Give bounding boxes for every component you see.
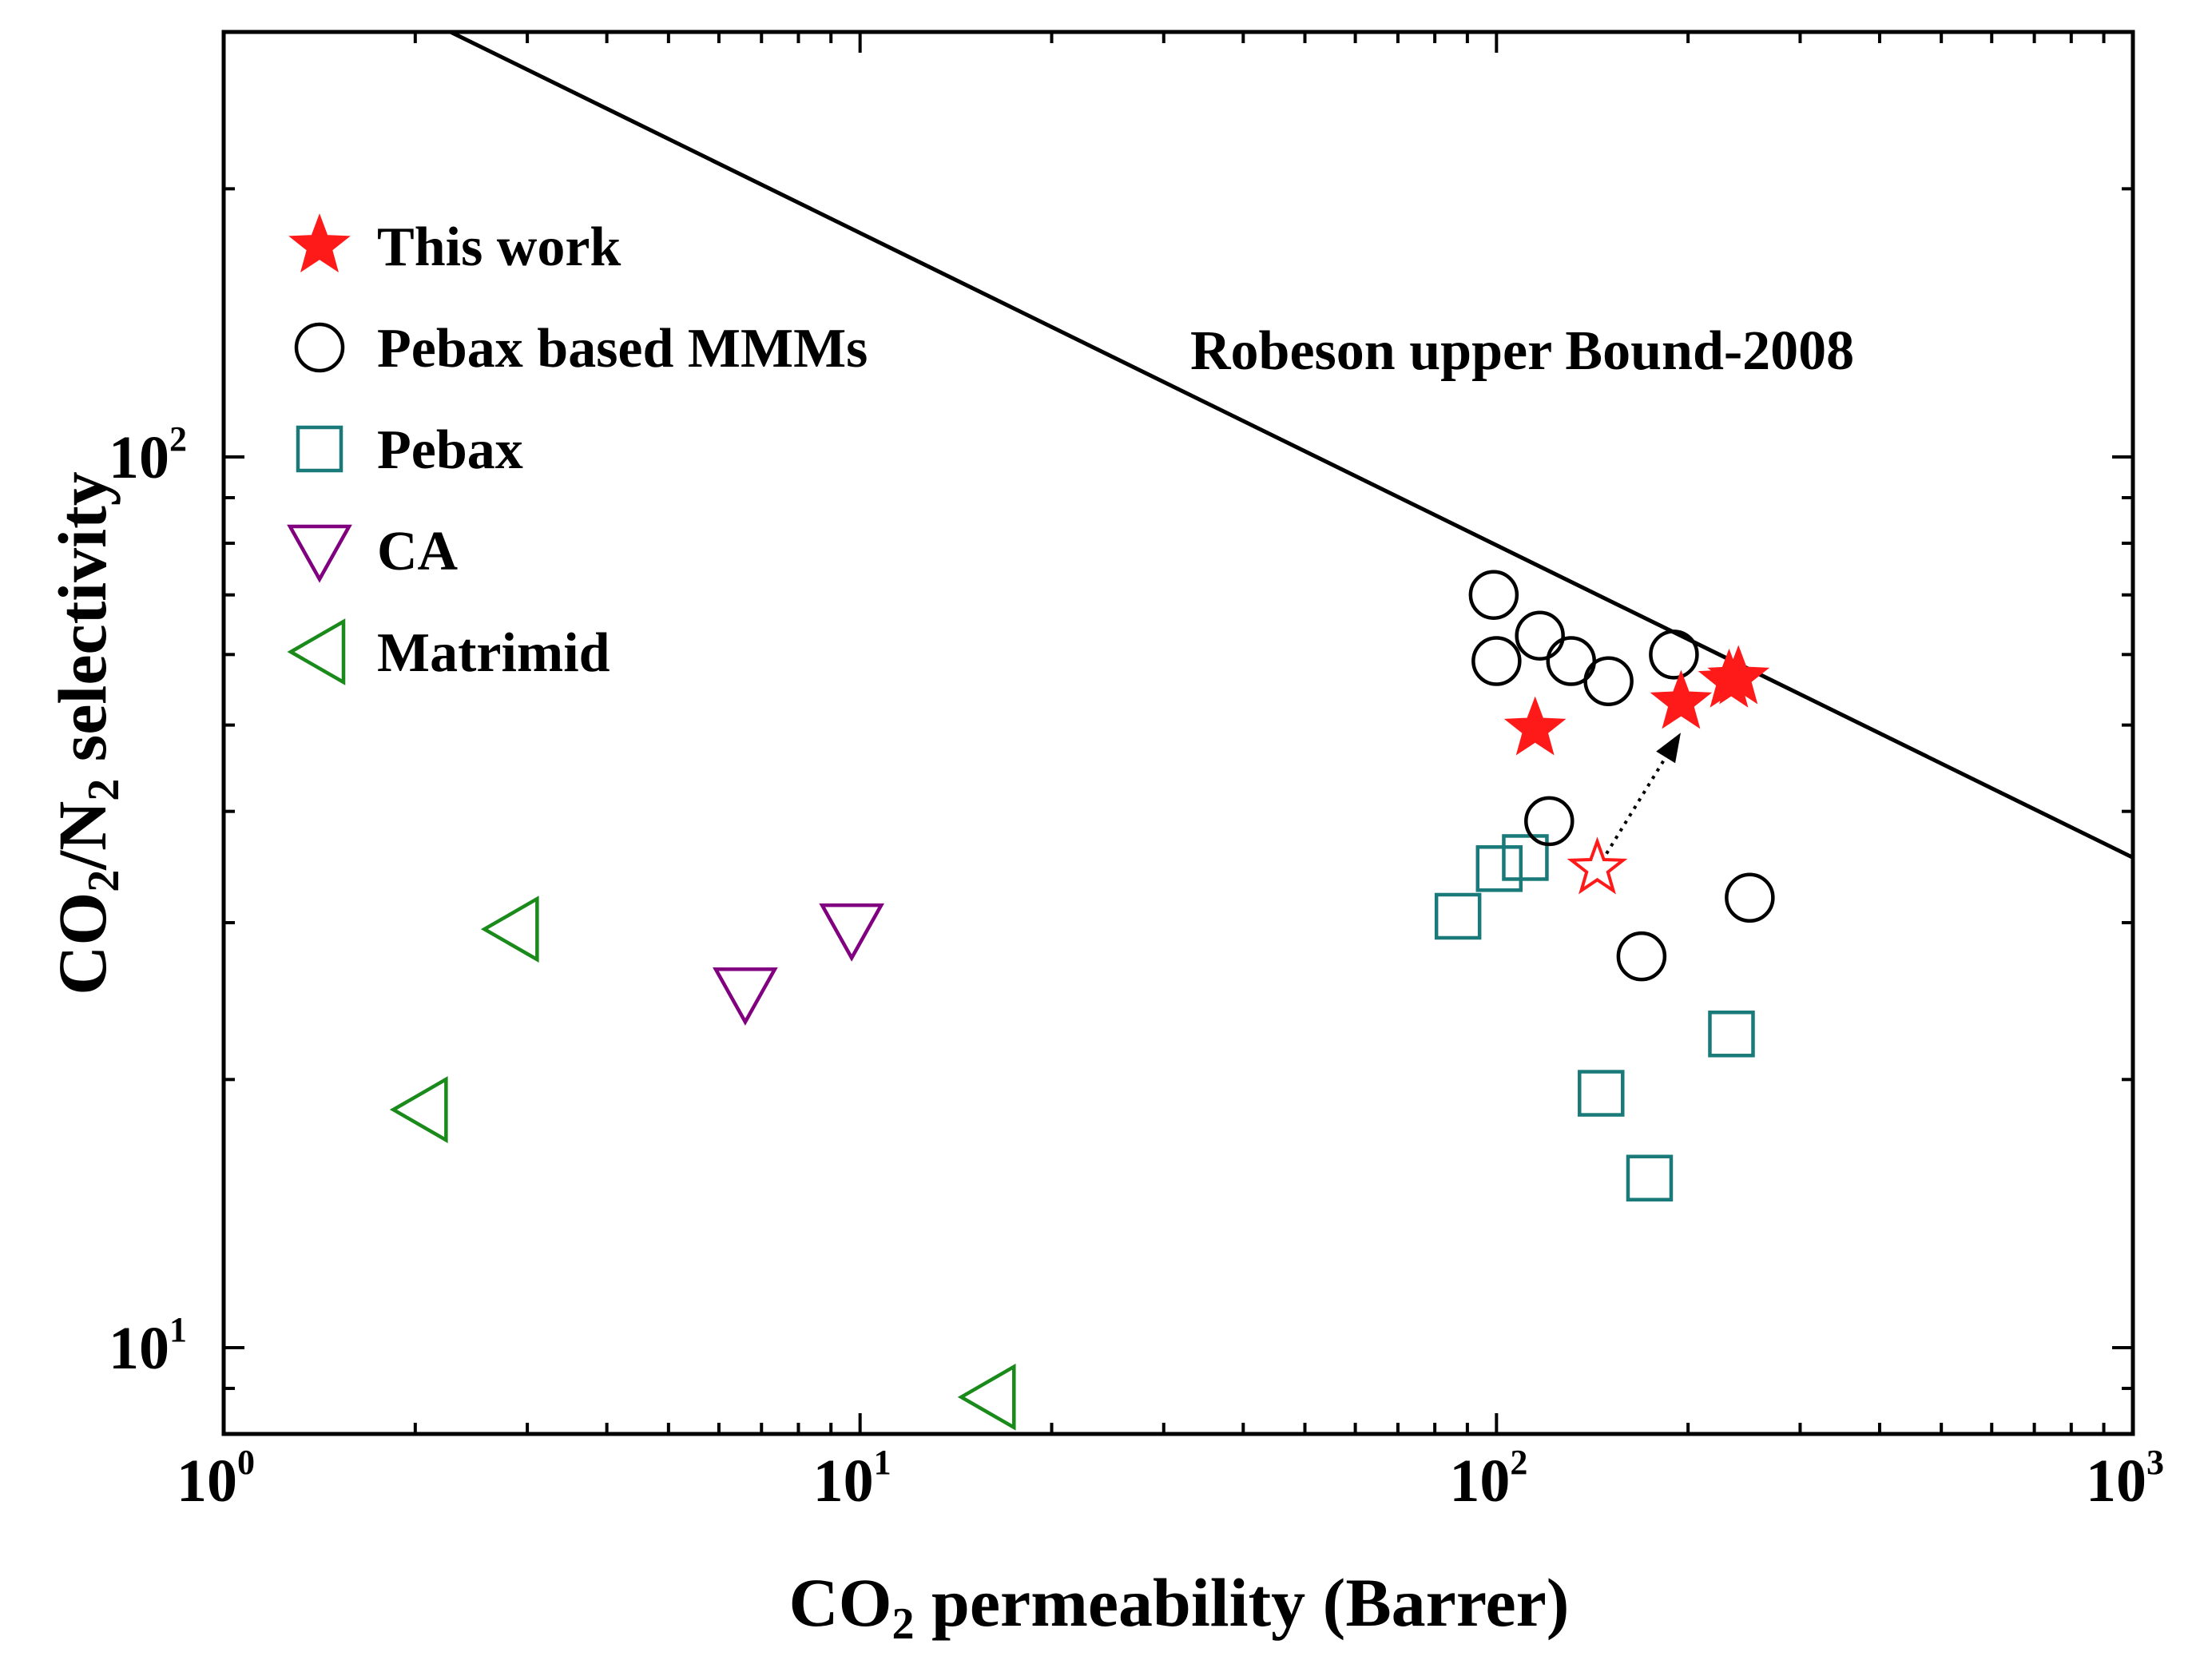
pebax-point bbox=[1475, 845, 1523, 892]
pebax-point bbox=[1708, 1011, 1755, 1058]
this-work-point bbox=[1650, 669, 1713, 729]
pebax-point bbox=[1502, 834, 1549, 881]
y-tick-label: 102 bbox=[109, 419, 187, 491]
pebax-based-mmms-point bbox=[1583, 656, 1634, 706]
pebax-based-mmms-point bbox=[1515, 610, 1565, 661]
robeson-upper-bound-line bbox=[446, 32, 2133, 860]
matrimid-point bbox=[957, 1363, 1016, 1431]
legend-item: This work bbox=[288, 213, 621, 278]
pebax-based-mmms-point bbox=[1471, 636, 1522, 686]
pebax-based-mmms-point bbox=[1524, 796, 1575, 847]
pebax-based-mmms-point bbox=[1616, 931, 1667, 982]
legend-label: Pebax bbox=[377, 419, 523, 481]
upper-bound-label: Robeson upper Bound-2008 bbox=[1190, 320, 1854, 382]
pebax-point bbox=[1434, 892, 1482, 940]
plot-frame bbox=[221, 30, 2135, 1436]
legend-marker-pebax bbox=[296, 425, 344, 473]
pebax-point bbox=[1626, 1154, 1674, 1201]
this-work-point bbox=[1503, 696, 1567, 756]
y-tick-label: 101 bbox=[109, 1310, 187, 1382]
legend-item: Matrimid bbox=[287, 618, 610, 685]
pebax-based-mmms-point bbox=[1468, 570, 1519, 620]
legend-item: Pebax bbox=[296, 419, 523, 481]
legend-item: CA bbox=[287, 521, 459, 583]
legend-item: Pebax based MMMs bbox=[294, 318, 868, 379]
this-work-point bbox=[1707, 645, 1770, 705]
pebax-based-mmms-point bbox=[1725, 872, 1775, 923]
legend-label: Matrimid bbox=[377, 622, 610, 684]
legend-marker-matrimid bbox=[287, 618, 346, 685]
legend-marker-pebax-based-mmms bbox=[294, 322, 345, 373]
x-tick-label: 103 bbox=[2086, 1443, 2164, 1515]
legend-label: CA bbox=[377, 521, 459, 582]
legend-marker-ca bbox=[287, 524, 352, 583]
improvement-arrow-head bbox=[1656, 733, 1681, 764]
open-star-before bbox=[1567, 836, 1628, 895]
x-tick-label: 101 bbox=[813, 1443, 892, 1515]
legend-label: Pebax based MMMs bbox=[377, 318, 868, 379]
ca-point bbox=[819, 903, 884, 962]
x-tick-label: 100 bbox=[177, 1443, 255, 1515]
legend-marker-this-work bbox=[288, 213, 351, 272]
matrimid-point bbox=[480, 896, 539, 963]
y-axis-title: CO2/N2 selectivity bbox=[44, 471, 129, 995]
x-axis-title: CO2 permeability (Barrer) bbox=[789, 1564, 1570, 1649]
legend-label: This work bbox=[377, 216, 621, 278]
matrimid-point bbox=[389, 1076, 448, 1143]
pebax-based-mmms-point bbox=[1649, 630, 1699, 680]
ca-point bbox=[713, 967, 778, 1026]
pebax-point bbox=[1578, 1070, 1625, 1117]
x-tick-label: 102 bbox=[1449, 1443, 1527, 1515]
